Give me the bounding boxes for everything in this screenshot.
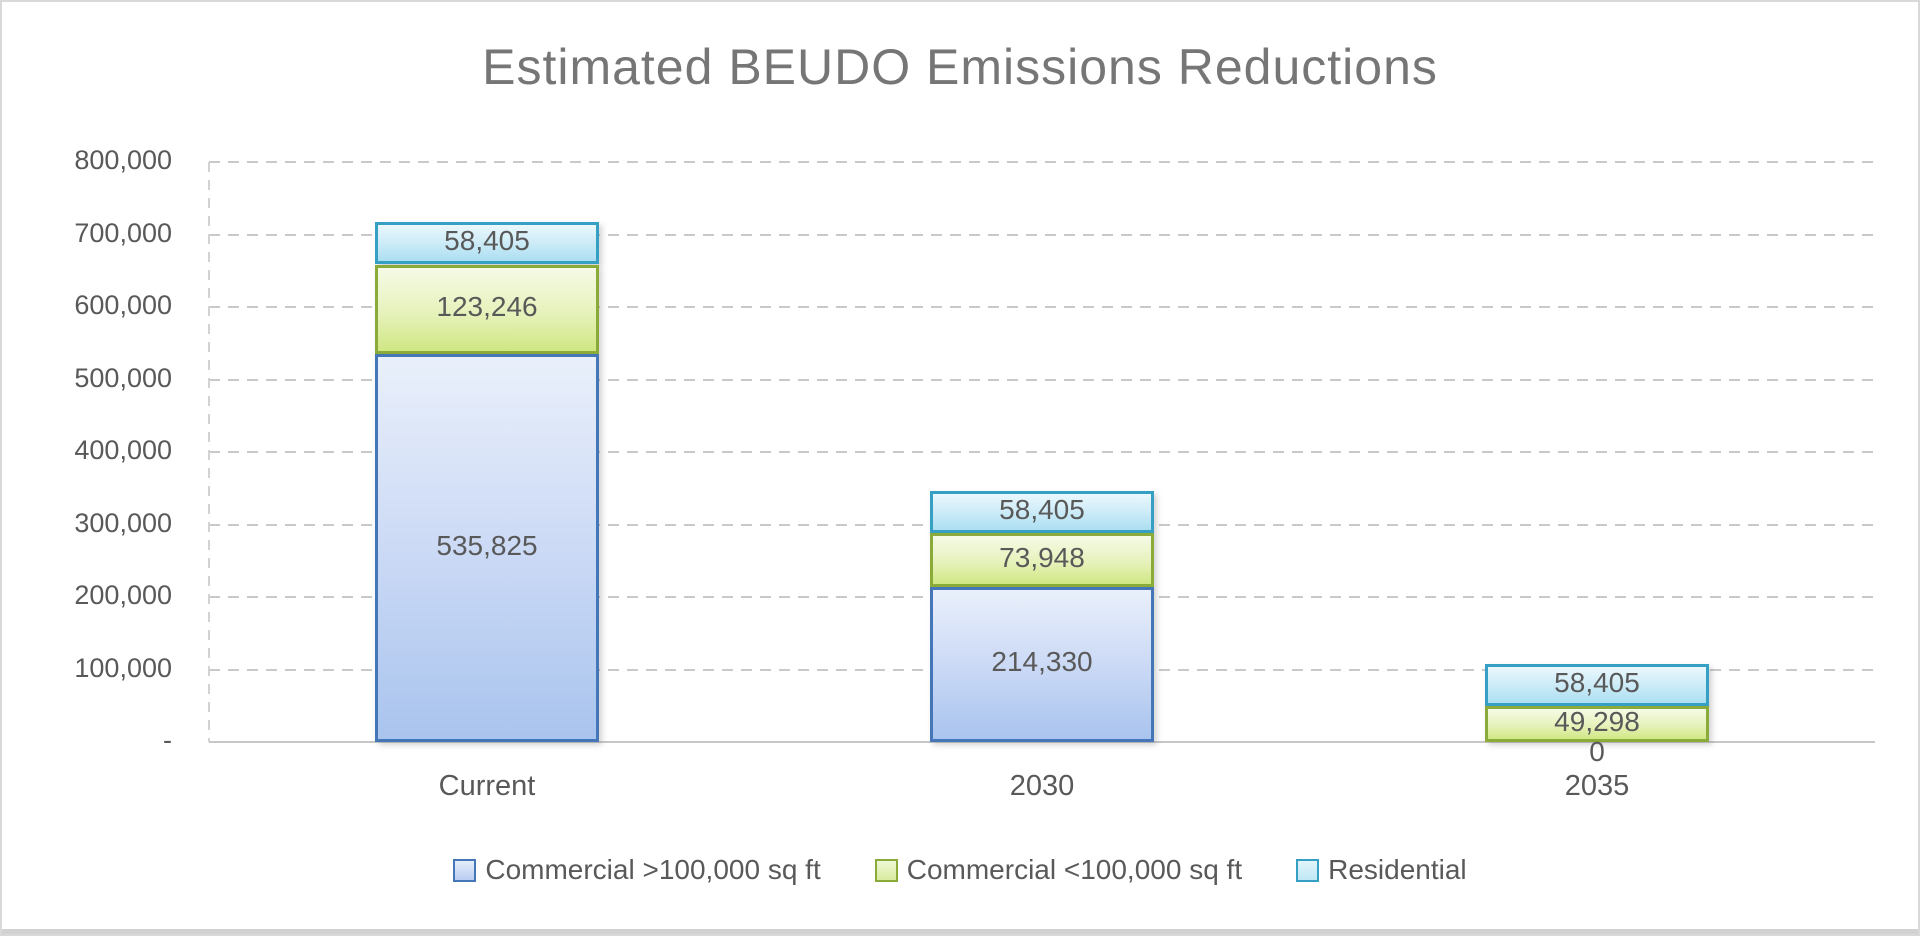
- x-axis-line: [209, 741, 1875, 743]
- bar-segment: [375, 265, 599, 354]
- bar-segment: [375, 354, 599, 742]
- bar-segment: [930, 491, 1154, 533]
- legend-swatch: [874, 858, 898, 882]
- y-axis-line: [208, 162, 210, 742]
- gridline: [209, 161, 1875, 163]
- y-tick-label: 800,000: [74, 145, 172, 175]
- gridline: [209, 451, 1875, 453]
- gridline: [209, 234, 1875, 236]
- legend-label: Commercial >100,000 sq ft: [485, 854, 821, 885]
- y-tick-label: 100,000: [74, 653, 172, 683]
- legend-swatch: [1296, 858, 1320, 882]
- y-tick-label: 700,000: [74, 218, 172, 248]
- x-category-label: 2030: [1009, 770, 1075, 802]
- bar-segment: [930, 533, 1154, 587]
- bar-segment-label: 214,330: [991, 646, 1093, 677]
- bar-current: [375, 222, 599, 742]
- legend-item: Residential: [1296, 854, 1467, 886]
- x-category-label: 2035: [1564, 770, 1630, 802]
- chart-title: Estimated BEUDO Emissions Reductions: [482, 39, 1438, 95]
- bar-segment-label: 58,405: [444, 225, 530, 256]
- bar-segment: [375, 222, 599, 264]
- bar-segment-label: 123,246: [436, 291, 538, 322]
- bar-segment-label: 49,298: [1554, 706, 1640, 737]
- y-tick-label: 300,000: [74, 508, 172, 538]
- legend-label: Commercial <100,000 sq ft: [906, 854, 1243, 885]
- gridline: [209, 379, 1875, 381]
- bar-segment-label: 58,405: [1554, 667, 1640, 698]
- y-tick-label: 400,000: [74, 435, 172, 465]
- bar-segment: [930, 587, 1154, 742]
- y-tick-label: 200,000: [74, 580, 172, 610]
- bar-segment: [1485, 706, 1709, 742]
- bar-segment-label: 535,825: [436, 530, 538, 561]
- legend-item: Commercial >100,000 sq ft: [453, 854, 821, 886]
- window-bottom-edge: [2, 929, 1918, 934]
- legend-swatch: [453, 858, 477, 882]
- y-tick-label: 600,000: [74, 290, 172, 320]
- bar-segment: [1485, 664, 1709, 706]
- y-tick-label: -: [163, 725, 172, 755]
- bar-2030: [930, 491, 1154, 742]
- x-category-label: Current: [438, 770, 536, 802]
- legend: Commercial >100,000 sq ft Commercial <100…: [2, 854, 1918, 886]
- legend-item: Commercial <100,000 sq ft: [874, 854, 1243, 886]
- legend-label: Residential: [1328, 854, 1467, 885]
- gridline: [209, 306, 1875, 308]
- bar-segment-label: 73,948: [999, 542, 1085, 573]
- y-tick-label: 500,000: [74, 363, 172, 393]
- bar-segment-label: 0: [1589, 736, 1605, 767]
- bar-2035: [1485, 664, 1709, 742]
- bar-segment-label: 58,405: [999, 494, 1085, 525]
